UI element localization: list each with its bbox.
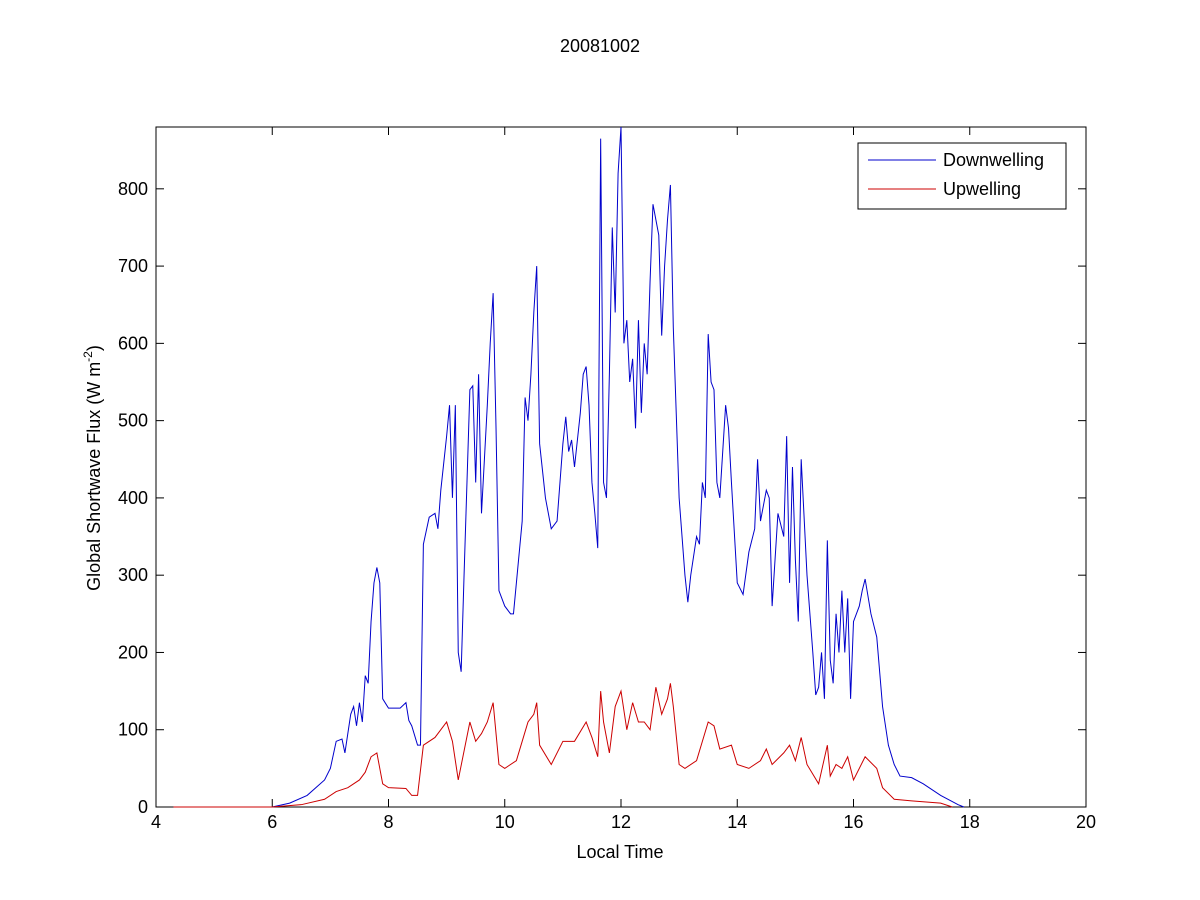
legend-label: Downwelling [943, 150, 1044, 170]
x-tick-label: 18 [960, 812, 980, 832]
data-line [173, 126, 965, 808]
x-tick-label: 8 [383, 812, 393, 832]
y-tick-label: 800 [118, 179, 148, 199]
chart-title: 20081002 [560, 36, 640, 56]
x-axis-label: Local Time [576, 842, 663, 862]
y-tick-label: 200 [118, 642, 148, 662]
x-tick-label: 6 [267, 812, 277, 832]
y-axis-label-superscript: -2 [81, 351, 95, 362]
y-tick-label: 500 [118, 411, 148, 431]
x-tick-label: 14 [727, 812, 747, 832]
legend-box [857, 142, 1067, 210]
x-tick-label: 20 [1076, 812, 1096, 832]
x-tick-label: 4 [151, 812, 161, 832]
y-tick-label: 300 [118, 565, 148, 585]
y-tick-label: 700 [118, 256, 148, 276]
y-tick-label: 100 [118, 720, 148, 740]
data-line [173, 683, 953, 808]
y-axis-label-text: Global Shortwave Flux (W m [84, 362, 104, 591]
y-tick-label: 0 [138, 797, 148, 817]
y-axis-label-suffix: ) [84, 345, 104, 351]
y-tick-label: 600 [118, 333, 148, 353]
y-axis-label: Global Shortwave Flux (W m-2) [81, 345, 104, 591]
x-tick-label: 16 [843, 812, 863, 832]
plot-area [155, 126, 1087, 808]
x-tick-label: 10 [495, 812, 515, 832]
y-tick-label: 400 [118, 488, 148, 508]
legend-label: Upwelling [943, 179, 1021, 199]
x-tick-label: 12 [611, 812, 631, 832]
